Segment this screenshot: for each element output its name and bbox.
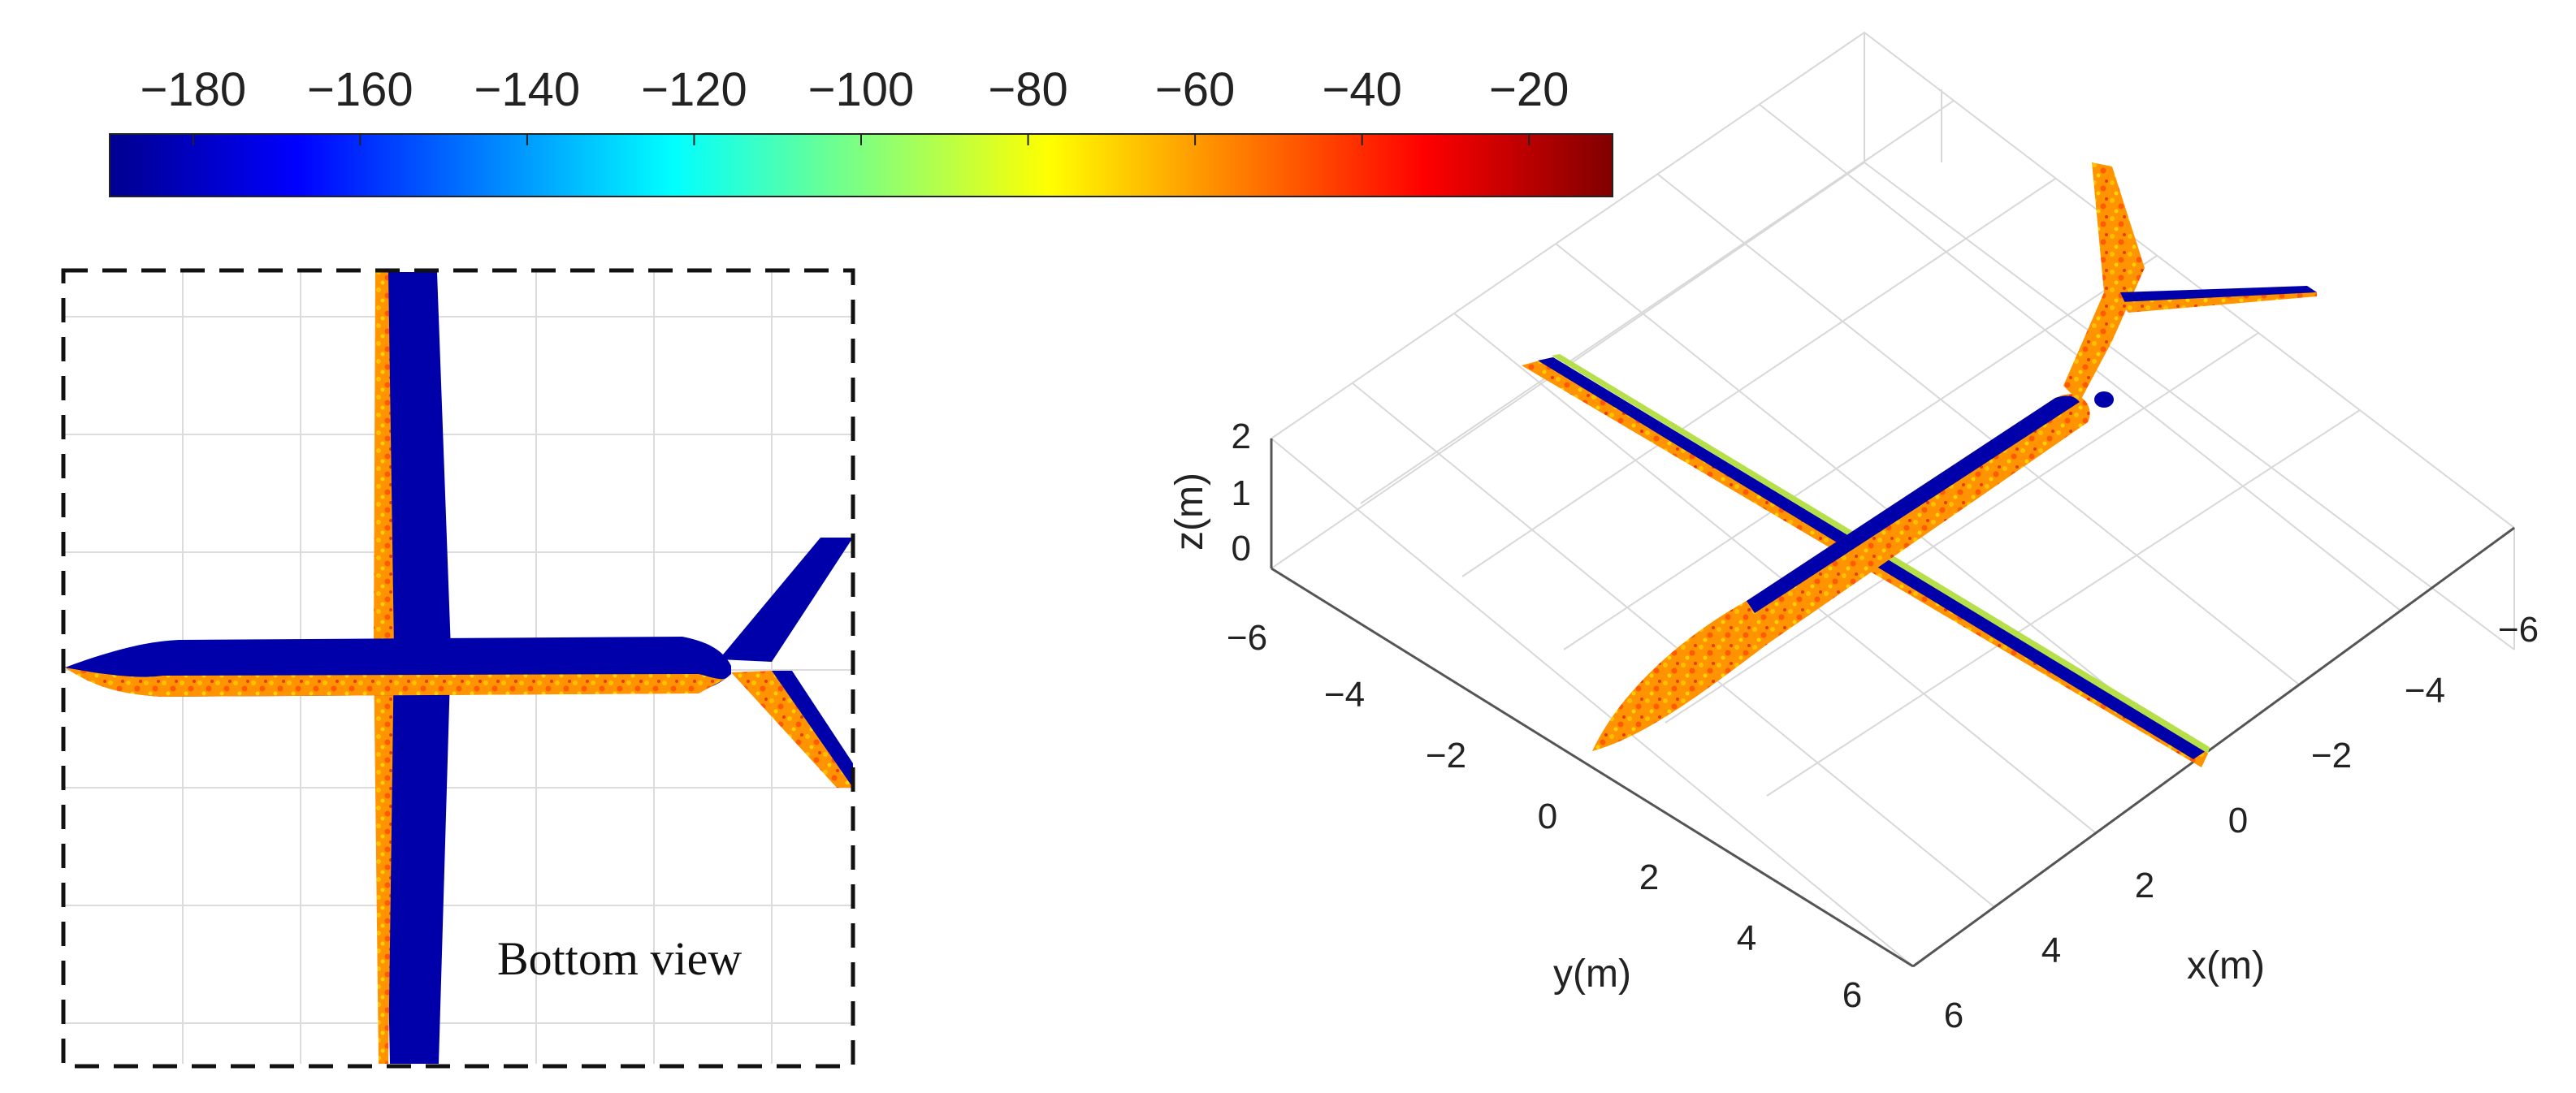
bottom-view-frame — [61, 268, 855, 1069]
colorbar-tick-label: −40 — [1322, 63, 1401, 116]
iso-axes — [1270, 438, 2515, 968]
z-tick-label: 2 — [1232, 417, 1251, 456]
colorbar-tick-label: −120 — [641, 63, 747, 116]
x-tick-label: −4 — [2405, 671, 2445, 711]
iso-tick-labels: 0 1 2 −6 −4 −2 0 2 4 6 6 4 2 0 −2 −4 −6 — [1227, 417, 2539, 1035]
colorbar: −180 −160 −140 −120 −100 −80 −60 −40 −20 — [109, 63, 1613, 197]
colorbar-tick-label: −180 — [140, 63, 246, 116]
x-tick-label: 4 — [2041, 931, 2061, 970]
z-axis-label: z(m) — [1168, 473, 1211, 551]
bottom-view-label: Bottom view — [497, 932, 742, 985]
x-tick-label: 0 — [2228, 801, 2248, 840]
y-tick-label: −4 — [1324, 675, 1365, 715]
iso-fuselage — [1592, 394, 2090, 751]
y-tick-label: −2 — [1426, 736, 1466, 775]
y-tick-label: 2 — [1639, 858, 1659, 897]
iso-horizontal-tail-skin — [2120, 292, 2317, 313]
x-tick-label: −2 — [2311, 736, 2352, 775]
colorbar-tick-label: −100 — [808, 63, 915, 116]
x-tick-label: 2 — [2135, 866, 2154, 905]
colorbar-tick-label: −20 — [1489, 63, 1569, 116]
x-tick-label: 6 — [1944, 996, 1963, 1035]
y-tick-label: −6 — [1227, 618, 1267, 658]
colorbar-tick-label: −160 — [307, 63, 413, 116]
isometric-aircraft — [1522, 162, 2317, 767]
iso-tail-fin — [2063, 162, 2145, 402]
y-tick-label: 0 — [1538, 797, 1557, 836]
bottom-view-panel: Bottom view — [61, 268, 855, 1069]
tail-lower — [731, 671, 853, 788]
y-tick-label: 4 — [1737, 918, 1756, 958]
z-tick-label: 0 — [1232, 529, 1251, 568]
colorbar-tick-label: −140 — [474, 63, 581, 116]
x-axis-label: x(m) — [2187, 944, 2265, 987]
colorbar-ticks: −180 −160 −140 −120 −100 −80 −60 −40 −20 — [140, 63, 1569, 145]
y-axis-label: y(m) — [1553, 953, 1631, 996]
y-tick-label: 6 — [1842, 975, 1862, 1015]
colorbar-tick-label: −60 — [1155, 63, 1235, 116]
iso-fuselage-top-stripe — [1747, 395, 2080, 613]
tail-upper — [719, 538, 853, 662]
x-tick-label: −6 — [2498, 610, 2539, 650]
fuselage-lower-skin — [65, 667, 731, 697]
bottom-view-aircraft — [65, 272, 853, 1064]
iso-tail-cone — [2094, 391, 2114, 408]
z-tick-label: 1 — [1232, 473, 1251, 513]
tail-lower-dark — [772, 671, 853, 788]
colorbar-tick-label: −80 — [988, 63, 1067, 116]
